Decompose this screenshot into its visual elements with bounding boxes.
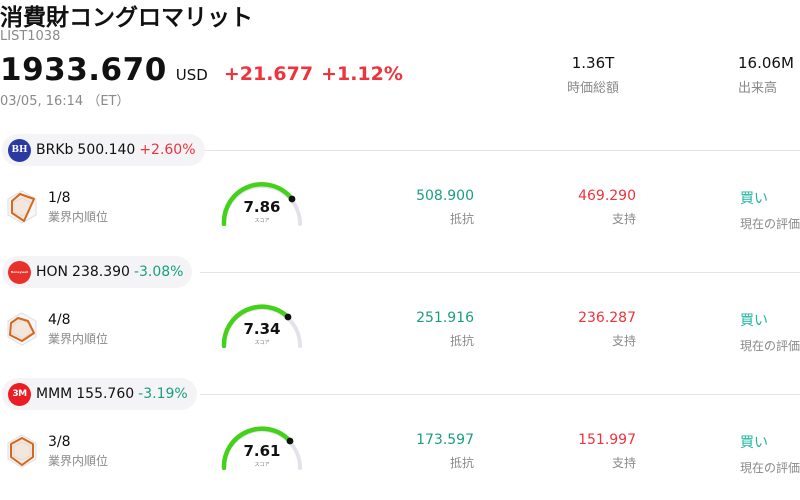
resistance-level: 508.900 抵抗 (374, 188, 474, 227)
timestamp: 03/05, 16:14 （ET） (0, 94, 130, 109)
index-code: LIST1038 (0, 29, 61, 44)
resistance-label: 抵抗 (449, 334, 474, 348)
score-gauge (221, 182, 302, 226)
support-level: 236.287 支持 (536, 310, 636, 349)
stock-section-hon: Honeywell HON 238.390 -3.08% 4/8 業界内順位 7… (0, 256, 800, 378)
stock-symbol: BRKb (36, 142, 74, 158)
support-value: 236.287 (578, 310, 636, 326)
stock-chip-mmm[interactable]: 3M MMM 155.760 -3.19% (2, 378, 197, 410)
support-value: 469.290 (578, 188, 636, 204)
current-rating: 買い 現在の評価 (740, 432, 800, 476)
resistance-level: 251.916 抵抗 (374, 310, 474, 349)
stock-section-brkb: BH BRKb 500.140 +2.60% 1/8 業界内順位 7.86 スコ… (0, 134, 800, 256)
page-title: 消費財コングロマリット (0, 5, 253, 31)
industry-rank: 4/8 (48, 312, 71, 328)
score-value: 7.61 (243, 442, 281, 460)
industry-rank: 3/8 (48, 434, 71, 450)
volume-stat: 16.06M 出来高 (738, 54, 800, 96)
stock-change-percent: +2.60% (139, 142, 196, 158)
current-price: 1933.670 (0, 52, 167, 88)
price-row: 1933.670 USD +21.677 +1.12% (0, 52, 403, 88)
score-label: スコア (254, 340, 270, 346)
support-level: 151.997 支持 (536, 432, 636, 471)
resistance-value: 173.597 (416, 432, 474, 448)
rating-label: 現在の評価 (740, 339, 800, 353)
score-value: 7.34 (243, 320, 281, 338)
industry-rank-label: 業界内順位 (48, 454, 109, 468)
support-label: 支持 (611, 456, 636, 470)
industry-rank-label: 業界内順位 (48, 210, 109, 224)
resistance-value: 508.900 (416, 188, 474, 204)
score-gauge (221, 304, 302, 348)
score-label: スコア (254, 218, 270, 224)
current-rating: 買い 現在の評価 (740, 188, 800, 232)
hon-logo-icon: Honeywell (8, 260, 31, 284)
radar-chart-icon (7, 434, 37, 468)
rating-value: 買い (740, 313, 768, 329)
resistance-level: 173.597 抵抗 (374, 432, 474, 471)
industry-rank: 1/8 (48, 190, 71, 206)
support-level: 469.290 支持 (536, 188, 636, 227)
divider (200, 394, 800, 395)
radar-chart-icon (7, 190, 37, 224)
stock-price: 500.140 (77, 142, 136, 158)
stock-price: 238.390 (72, 264, 130, 280)
rating-value: 買い (740, 435, 768, 451)
stock-chip-hon[interactable]: Honeywell HON 238.390 -3.08% (2, 256, 193, 288)
resistance-label: 抵抗 (449, 212, 474, 226)
volume-value: 16.06M (738, 54, 794, 72)
brkb-logo-icon: BH (8, 138, 31, 162)
support-value: 151.997 (578, 432, 636, 448)
score-label: スコア (254, 462, 270, 468)
stock-chip-brkb[interactable]: BH BRKb 500.140 +2.60% (2, 134, 205, 166)
stock-symbol: HON (36, 264, 69, 280)
price-change-percent: +1.12% (321, 63, 403, 85)
divider (200, 150, 800, 151)
industry-rank-label: 業界内順位 (48, 332, 109, 346)
rating-label: 現在の評価 (740, 461, 800, 475)
market-cap-value: 1.36T (571, 54, 615, 72)
stock-change-percent: -3.19% (138, 386, 188, 402)
price-change: +21.677 (223, 63, 314, 85)
rating-label: 現在の評価 (740, 217, 800, 231)
score-gauge (221, 426, 302, 470)
volume-label: 出来高 (738, 81, 778, 96)
radar-chart-icon (7, 312, 37, 346)
score-value: 7.86 (243, 198, 281, 216)
stock-price: 155.760 (76, 386, 135, 402)
market-cap-label: 時価総額 (566, 81, 619, 96)
resistance-label: 抵抗 (449, 456, 474, 470)
support-label: 支持 (611, 212, 636, 226)
currency: USD (175, 66, 208, 84)
resistance-value: 251.916 (416, 310, 474, 326)
divider (200, 272, 800, 273)
mmm-logo-icon: 3M (8, 382, 31, 406)
stock-change-percent: -3.08% (133, 264, 184, 280)
rating-value: 買い (740, 191, 768, 207)
market-cap-stat: 1.36T 時価総額 (562, 54, 624, 96)
stock-section-mmm: 3M MMM 155.760 -3.19% 3/8 業界内順位 7.61 スコア… (0, 378, 800, 500)
stock-symbol: MMM (36, 386, 73, 402)
support-label: 支持 (611, 334, 636, 348)
current-rating: 買い 現在の評価 (740, 310, 800, 354)
